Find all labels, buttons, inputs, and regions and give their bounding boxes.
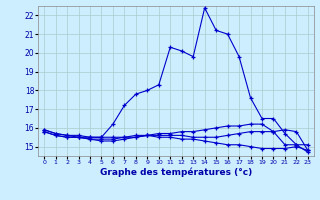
X-axis label: Graphe des températures (°c): Graphe des températures (°c) [100, 168, 252, 177]
